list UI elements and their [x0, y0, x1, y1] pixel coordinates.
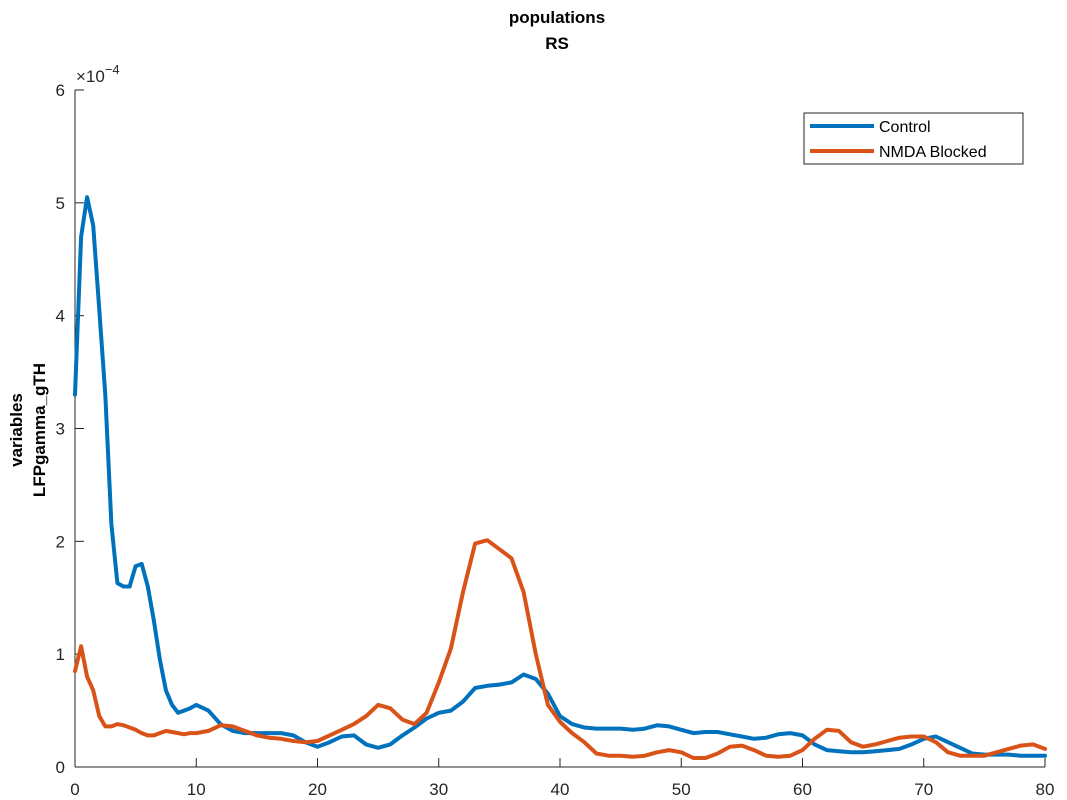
- tick-group: 0 10 20 30 40 50 60 70 80 0 1 2 3 4 5 6: [56, 81, 1055, 799]
- x-tick-label: 60: [793, 780, 812, 799]
- y-exponent-power: −4: [105, 62, 120, 77]
- series-line-nmda-blocked: [73, 538, 1047, 760]
- legend-box: [803, 112, 1024, 165]
- x-tick-label: 70: [914, 780, 933, 799]
- legend-label-control: Control: [879, 119, 931, 136]
- legend: Control NMDA Blocked: [803, 112, 1024, 165]
- y-tick-label: 4: [56, 307, 65, 326]
- x-tick-label: 30: [429, 780, 448, 799]
- x-tick-label: 10: [187, 780, 206, 799]
- chart-title-line-2: RS: [545, 34, 569, 53]
- y-exponent-base: ×10: [76, 67, 105, 86]
- y-tick-label: 1: [56, 645, 65, 664]
- x-tick-label: 80: [1036, 780, 1055, 799]
- y-tick-label: 3: [56, 420, 65, 439]
- y-exponent-label: ×10−4: [76, 62, 120, 86]
- x-tick-label: 20: [308, 780, 327, 799]
- y-axis-title-line-1: variables: [7, 393, 26, 467]
- legend-label-nmda-blocked: NMDA Blocked: [879, 144, 987, 161]
- y-tick-label: 2: [56, 532, 65, 551]
- x-tick-label: 0: [70, 780, 79, 799]
- y-axis-title-line-2: LFPgamma_gTH: [30, 363, 49, 497]
- series-line-control: [73, 195, 1047, 758]
- x-tick-label: 50: [672, 780, 691, 799]
- y-tick-label: 0: [56, 758, 65, 777]
- y-tick-label: 6: [56, 81, 65, 100]
- x-tick-label: 40: [551, 780, 570, 799]
- y-tick-label: 5: [56, 194, 65, 213]
- series-group: [73, 195, 1047, 760]
- chart-title-line-1: populations: [509, 8, 605, 27]
- axes-box: [74, 90, 1045, 768]
